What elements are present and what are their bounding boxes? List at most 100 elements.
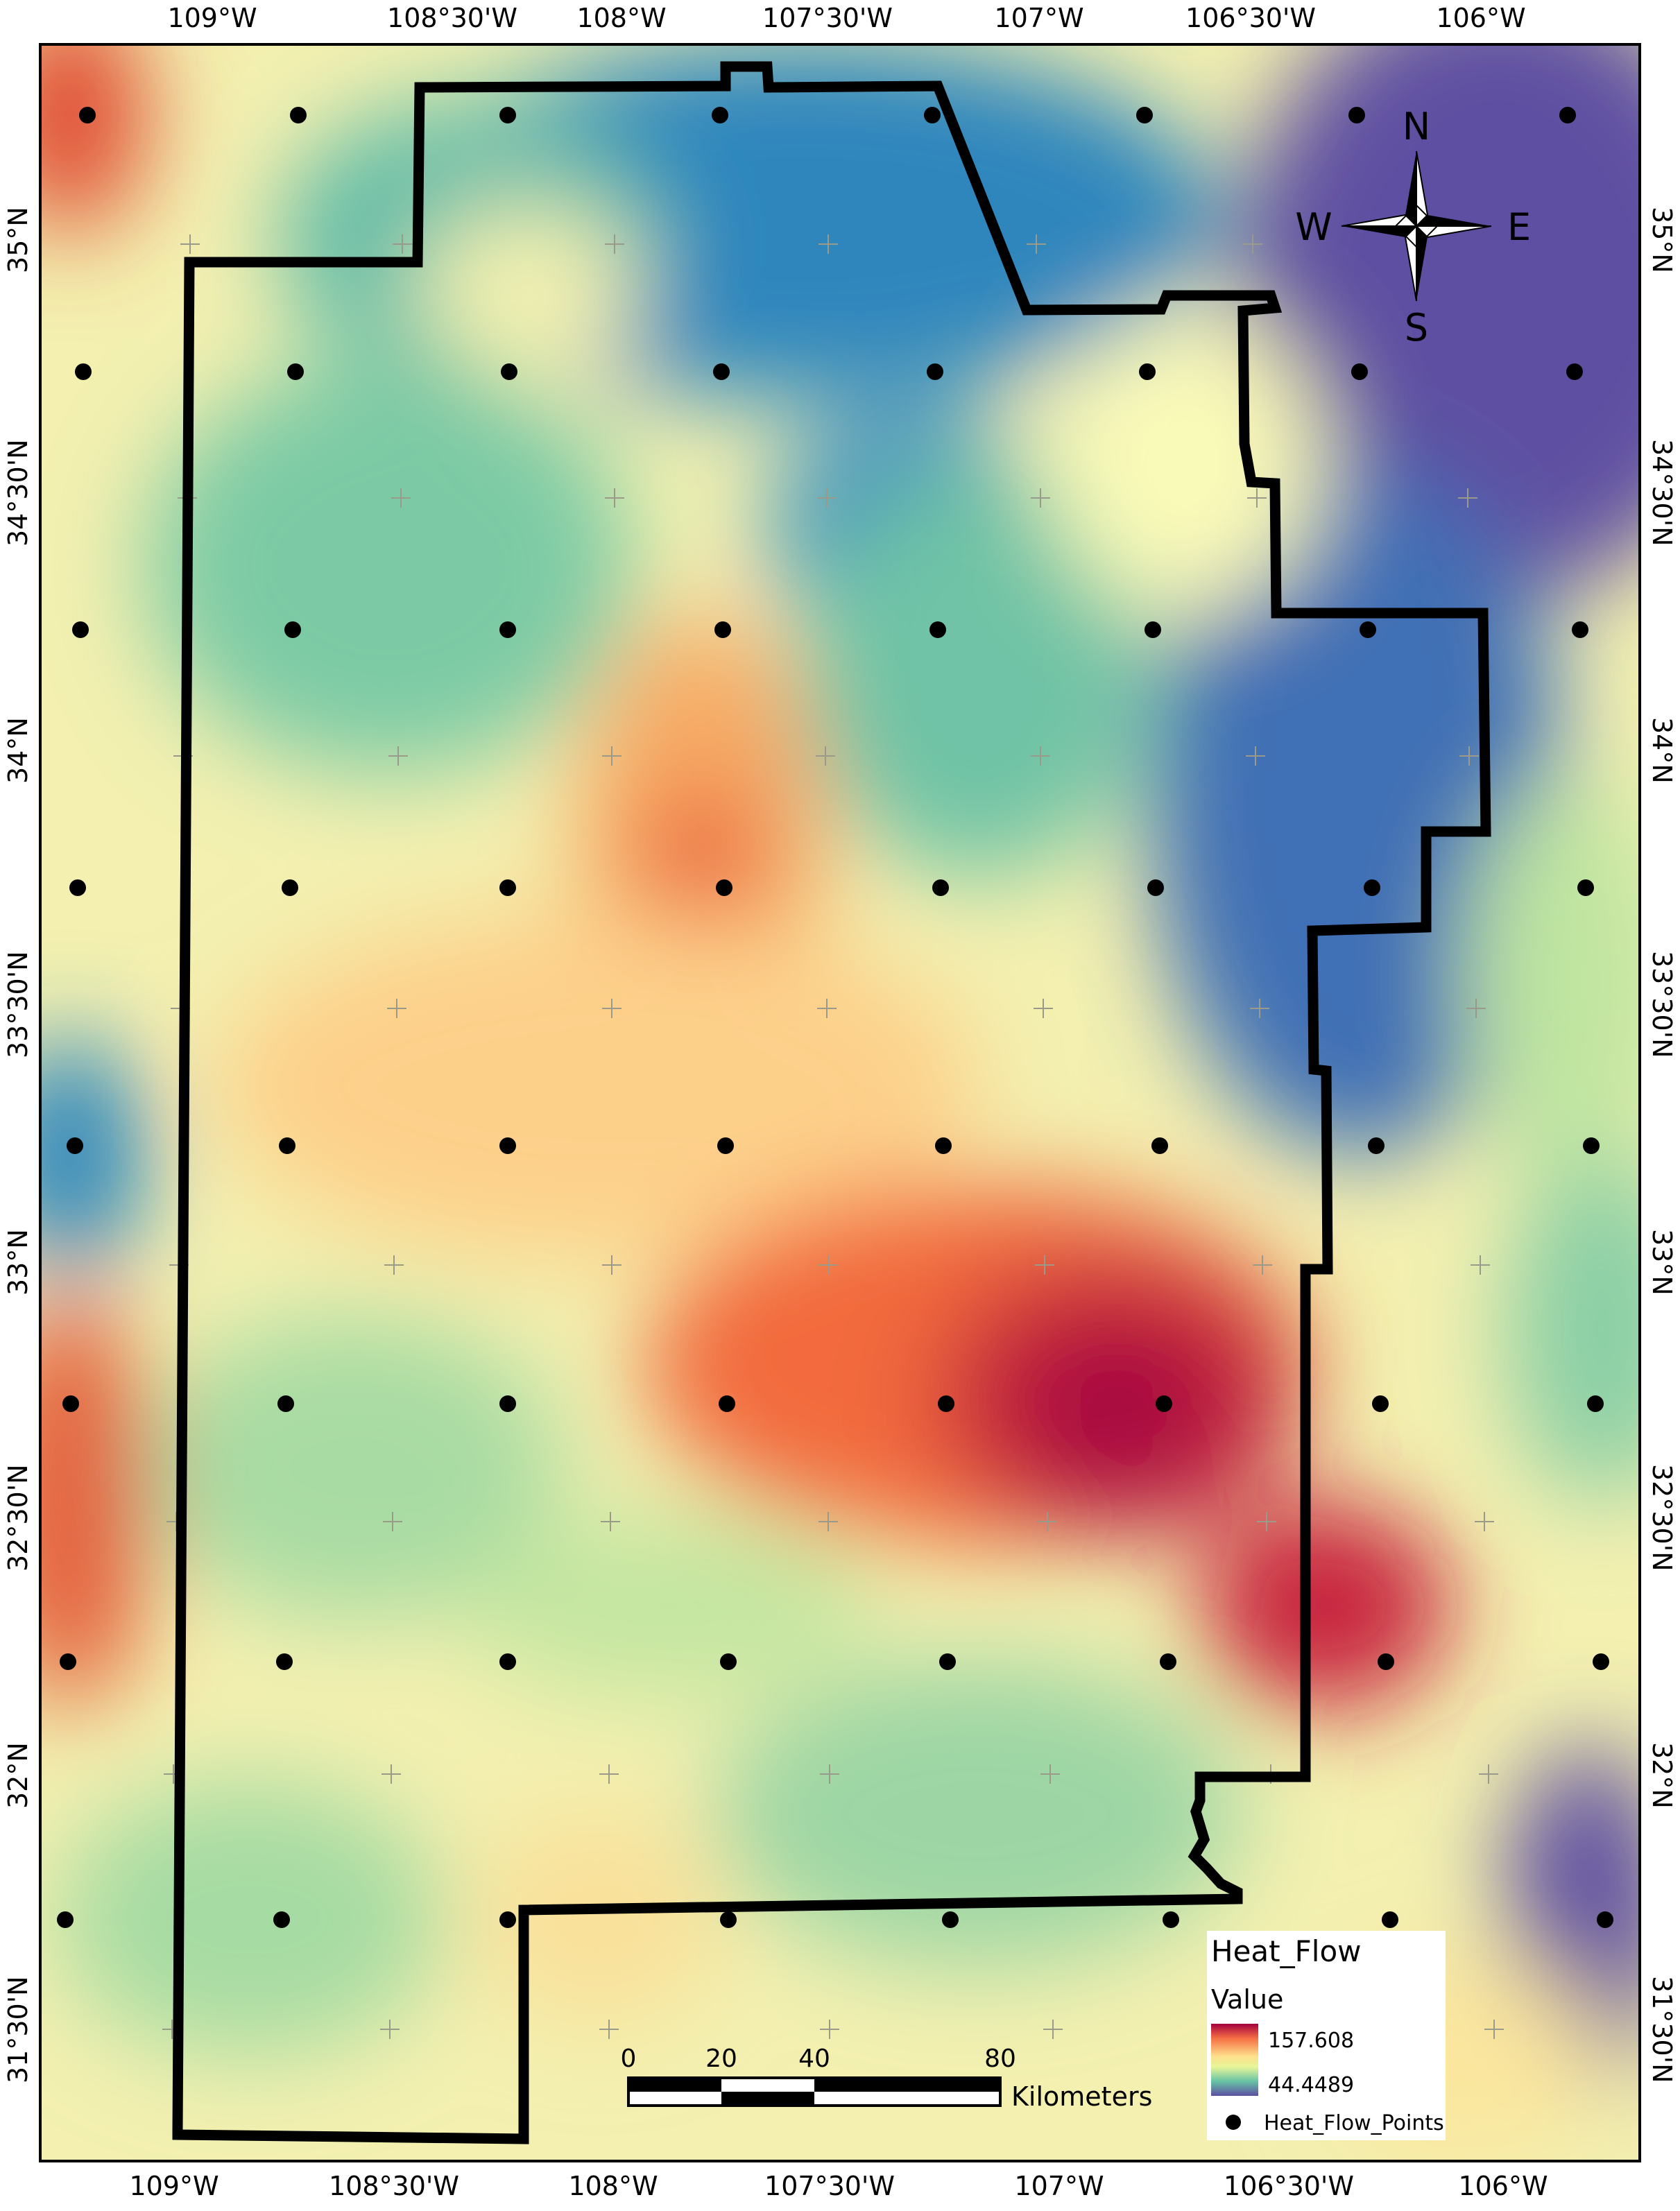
graticule-cross	[817, 999, 837, 1018]
legend-point-symbol	[1226, 2115, 1241, 2130]
heat-flow-point	[1368, 1137, 1385, 1154]
heat-flow-point	[1156, 1395, 1172, 1412]
heat-flow-point	[72, 621, 89, 638]
legend-subtitle: Value	[1211, 1984, 1283, 2015]
graticule-cross	[1475, 1512, 1494, 1531]
heat-flow-point	[1364, 879, 1380, 896]
heat-flow-point	[499, 107, 516, 123]
study-area-boundary	[172, 61, 1491, 2144]
graticule-cross	[1034, 999, 1053, 1018]
lbl-bot-1: 108°30'W	[329, 2171, 459, 2201]
graticule-cross	[382, 1764, 401, 1784]
graticule-cross	[1458, 488, 1477, 508]
north-label: N	[1403, 105, 1430, 148]
graticule-cross	[388, 746, 408, 766]
heat-flow-point	[499, 879, 516, 896]
lbl-top-5: 106°30'W	[1185, 3, 1316, 33]
graticule-cross	[1031, 488, 1050, 508]
graticule-cross	[1035, 1255, 1054, 1275]
heat-flow-point	[499, 1653, 516, 1670]
graticule-cross	[1257, 1512, 1276, 1531]
heat-flow-point	[1597, 1911, 1613, 1928]
heat-flow-point	[499, 1395, 516, 1412]
heat-flow-point	[277, 1395, 294, 1412]
heat-flow-raster	[42, 46, 1638, 2160]
graticule-cross	[1031, 746, 1050, 766]
scale-bar: 0 20 40 80 Kilometers	[621, 2045, 1153, 2112]
graticule-cross	[1040, 1764, 1060, 1784]
heat-flow-point	[62, 1395, 79, 1412]
lbl-right-1: 34°30'N	[1647, 438, 1677, 547]
heat-flow-point	[284, 621, 301, 638]
heat-flow-point	[1572, 621, 1588, 638]
east-label: E	[1507, 205, 1531, 249]
heat-flow-point	[717, 1137, 734, 1154]
graticule-cross	[1471, 1255, 1490, 1275]
graticule-cross	[1459, 746, 1479, 766]
graticule-cross	[820, 2020, 839, 2039]
graticule-cross	[602, 1255, 622, 1275]
legend-points-label: Heat_Flow_Points	[1264, 2111, 1444, 2135]
heat-flow-point	[1360, 621, 1376, 638]
scale-tick-80: 80	[984, 2045, 1016, 2073]
graticule-cross	[393, 234, 412, 254]
heat-flow-point	[924, 107, 941, 123]
graticule-cross	[818, 1512, 838, 1531]
heat-flow-point	[276, 1653, 293, 1670]
lbl-left-2: 34°N	[3, 717, 33, 784]
heat-flow-point	[714, 621, 731, 638]
graticule-cross	[1247, 488, 1267, 508]
scale-unit: Kilometers	[1011, 2081, 1152, 2112]
heat-flow-point	[1151, 1137, 1168, 1154]
map-canvas: N S E W 0 20 40 80 Kilometers Heat_Flow …	[42, 46, 1638, 2160]
lbl-top-3: 107°30'W	[762, 3, 893, 33]
lbl-left-4: 33°N	[3, 1229, 33, 1296]
heat-flow-point	[716, 879, 732, 896]
lbl-right-0: 35°N	[1647, 207, 1677, 273]
graticule-cross	[1466, 999, 1486, 1018]
heat-flow-point	[942, 1911, 959, 1928]
lbl-bot-3: 107°30'W	[764, 2171, 895, 2201]
lbl-right-6: 32°N	[1647, 1742, 1677, 1809]
graticule-cross	[818, 234, 838, 254]
heat-flow-point	[719, 1395, 735, 1412]
graticule-cross	[816, 746, 835, 766]
graticule-cross	[1253, 1255, 1272, 1275]
heat-flow-point	[499, 621, 516, 638]
heat-flow-point	[929, 621, 946, 638]
heat-flow-point	[282, 879, 298, 896]
graticule-cross	[820, 1764, 839, 1784]
heat-flow-point	[1587, 1395, 1604, 1412]
lbl-left-1: 34°30'N	[3, 438, 33, 547]
lbl-right-5: 32°30'N	[1647, 1463, 1677, 1572]
scale-tick-20: 20	[705, 2045, 737, 2073]
heat-flow-point	[932, 879, 949, 896]
legend-color-ramp	[1211, 2024, 1258, 2096]
south-label: S	[1405, 306, 1428, 350]
heat-flow-point	[57, 1911, 74, 1928]
heat-flow-point	[938, 1395, 954, 1412]
lbl-left-6: 32°N	[3, 1742, 33, 1809]
graticule-cross	[1043, 2020, 1063, 2039]
heat-flow-point	[75, 363, 92, 380]
heat-flow-point	[1577, 879, 1594, 896]
heat-flow-point	[279, 1137, 295, 1154]
lbl-right-4: 33°N	[1647, 1229, 1677, 1296]
legend-max: 157.608	[1268, 2029, 1354, 2053]
graticule-cross	[599, 1764, 619, 1784]
lbl-bot-6: 106°W	[1458, 2171, 1548, 2201]
graticule-cross	[1479, 1764, 1498, 1784]
lbl-left-3: 33°30'N	[3, 950, 33, 1058]
graticule-cross	[602, 746, 622, 766]
lbl-right-7: 31°30'N	[1647, 1975, 1677, 2083]
heat-flow-point	[1351, 363, 1368, 380]
heat-flow-point	[935, 1137, 952, 1154]
heat-flow-point	[720, 1653, 737, 1670]
heat-flow-point	[1566, 363, 1583, 380]
heat-flow-point	[290, 107, 307, 123]
heat-flow-point	[1378, 1653, 1394, 1670]
graticule-cross	[391, 488, 411, 508]
lbl-top-4: 107°W	[994, 3, 1084, 33]
heat-flow-point	[1372, 1395, 1389, 1412]
heat-flow-point	[1593, 1653, 1609, 1670]
